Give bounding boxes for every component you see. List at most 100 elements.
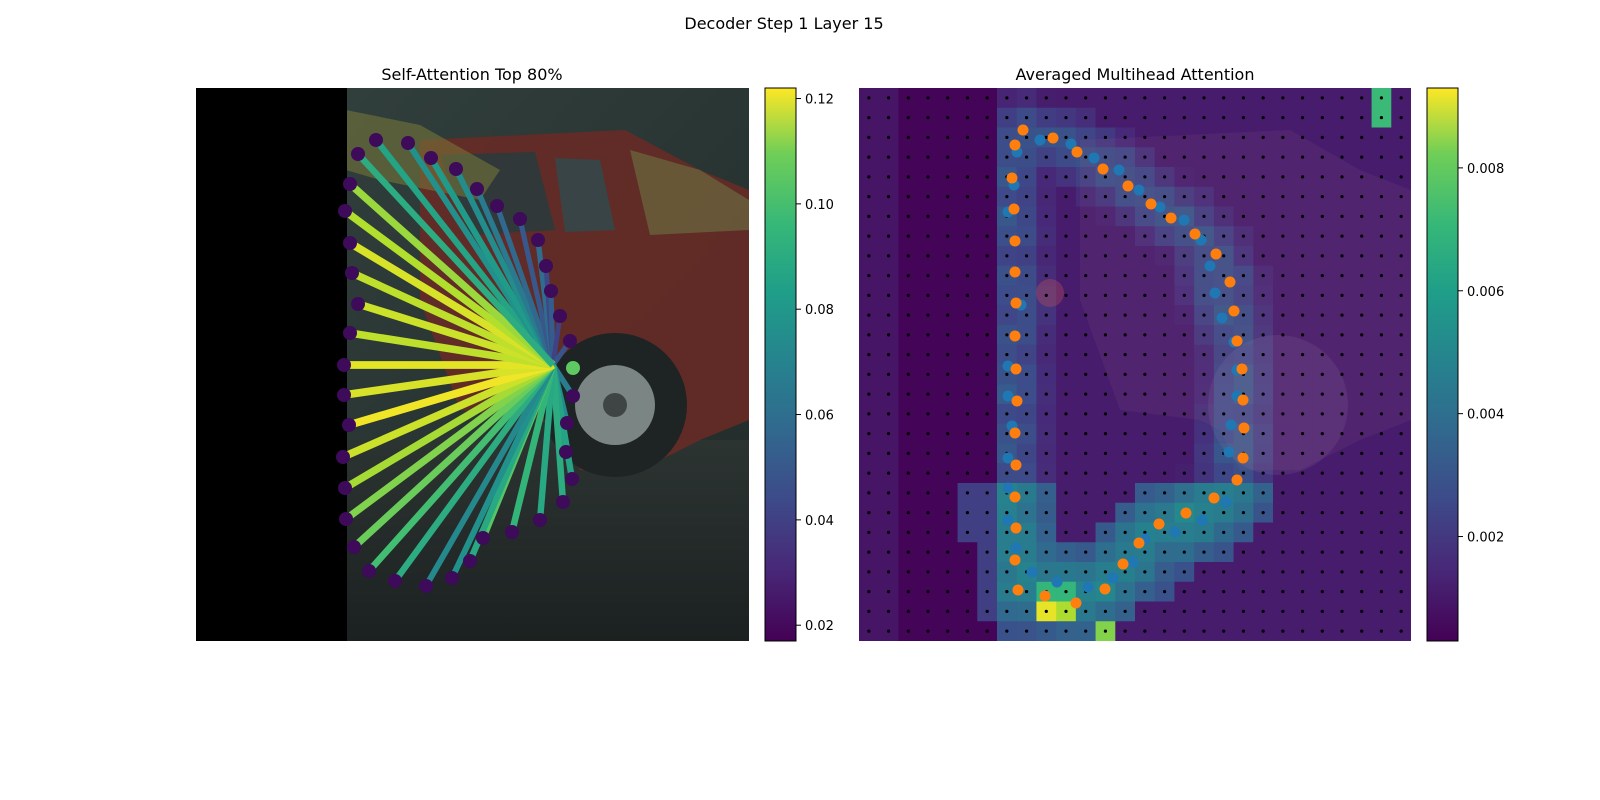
grid-dot [867, 333, 871, 337]
grid-dot [1024, 372, 1029, 376]
grid-dot [1360, 629, 1364, 633]
grid-dot [1222, 609, 1226, 613]
grid-dot [1123, 432, 1127, 436]
grid-dot [886, 451, 891, 455]
grid-dot [1123, 333, 1127, 337]
grid-dot [926, 511, 930, 515]
grid-dot [926, 451, 930, 455]
grid-dot [1222, 590, 1226, 594]
polygon-point [490, 199, 504, 213]
grid-dot [1064, 412, 1068, 416]
grid-dot [1261, 372, 1265, 376]
colorbar-tick-label: 0.008 [1467, 162, 1504, 177]
car-window-3 [630, 150, 749, 235]
grid-dot [1340, 214, 1344, 218]
grid-dot [1241, 214, 1246, 218]
grid-dot [1024, 96, 1029, 100]
grid-dot [1360, 313, 1364, 317]
grid-dot [1064, 293, 1068, 297]
left-colorbar: 0.02 0.04 0.06 0.08 0.10 0.12 [764, 87, 834, 642]
polygon-point [351, 147, 365, 161]
grid-dot [1182, 609, 1186, 613]
polygon-point [563, 334, 577, 348]
grid-dot [1143, 530, 1147, 534]
grid-dot [1222, 175, 1226, 179]
grid-dot [1379, 135, 1384, 139]
grid-dot [985, 333, 989, 337]
grid-dot [1064, 313, 1068, 317]
grid-dot [906, 451, 910, 455]
grid-dot [1281, 511, 1285, 515]
grid-dot [1162, 274, 1167, 278]
orange-point [1039, 590, 1051, 602]
grid-dot [906, 392, 910, 396]
grid-dot [1162, 293, 1167, 297]
grid-dot [1143, 511, 1147, 515]
orange-point [1009, 427, 1021, 439]
grid-dot [1360, 333, 1364, 337]
grid-dot [1162, 254, 1167, 258]
grid-dot [965, 333, 970, 337]
grid-dot [946, 333, 950, 337]
grid-dot [1123, 175, 1127, 179]
grid-dot [1360, 412, 1364, 416]
grid-dot [1261, 234, 1265, 238]
attention-line [508, 364, 557, 533]
grid-dot [906, 550, 910, 554]
grid-dot [867, 116, 871, 120]
grid-dot [867, 254, 871, 258]
grid-dot [1103, 451, 1108, 455]
grid-dot [1084, 530, 1088, 534]
grid-dot [1084, 353, 1088, 357]
grid-dot [1399, 609, 1403, 613]
polygon-point [531, 233, 545, 247]
grid-dot [886, 491, 891, 495]
grid-dot [1064, 234, 1068, 238]
grid-dot [886, 372, 891, 376]
polygon-point [476, 531, 490, 545]
grid-dot [1103, 155, 1108, 159]
grid-dot [1202, 96, 1206, 100]
grid-dot [1281, 234, 1285, 238]
blue-point [1220, 496, 1232, 508]
grid-dot [985, 274, 989, 278]
attention-line [392, 363, 556, 583]
grid-dot [1261, 590, 1265, 594]
grid-dot [1320, 313, 1324, 317]
grid-dot [1360, 116, 1364, 120]
polygon-point [419, 579, 433, 593]
grid-dot [1202, 570, 1206, 574]
grid-dot [1379, 629, 1384, 633]
grid-dot [1005, 570, 1009, 574]
grid-dot [1379, 412, 1384, 416]
grid-dot [867, 570, 871, 574]
grid-dot [1241, 135, 1246, 139]
grid-dot [946, 214, 950, 218]
grid-dot [1340, 175, 1344, 179]
grid-dot [1202, 175, 1206, 179]
grid-dot [1399, 432, 1403, 436]
grid-dot [1222, 214, 1226, 218]
grid-dot [965, 313, 970, 317]
attention-line [366, 362, 556, 574]
grid-dot [1024, 195, 1029, 199]
grid-dot [906, 412, 910, 416]
grid-dot [1241, 155, 1246, 159]
grid-dot [1084, 333, 1088, 337]
grid-dot [1044, 471, 1048, 475]
grid-dot [985, 116, 989, 120]
grid-dot [1222, 274, 1226, 278]
polygon-point [347, 540, 361, 554]
grid-dot [1281, 590, 1285, 594]
grid-dot [1222, 195, 1226, 199]
grid-dot [1064, 432, 1068, 436]
grid-dot [1320, 234, 1324, 238]
grid-dot [1143, 155, 1147, 159]
grid-dot [1399, 96, 1403, 100]
grid-dot [1241, 530, 1246, 534]
grid-dot [1281, 471, 1285, 475]
grid-dot [1360, 293, 1364, 297]
grid-dot [1320, 195, 1324, 199]
orange-point [1208, 492, 1220, 504]
grid-dot [1103, 392, 1108, 396]
